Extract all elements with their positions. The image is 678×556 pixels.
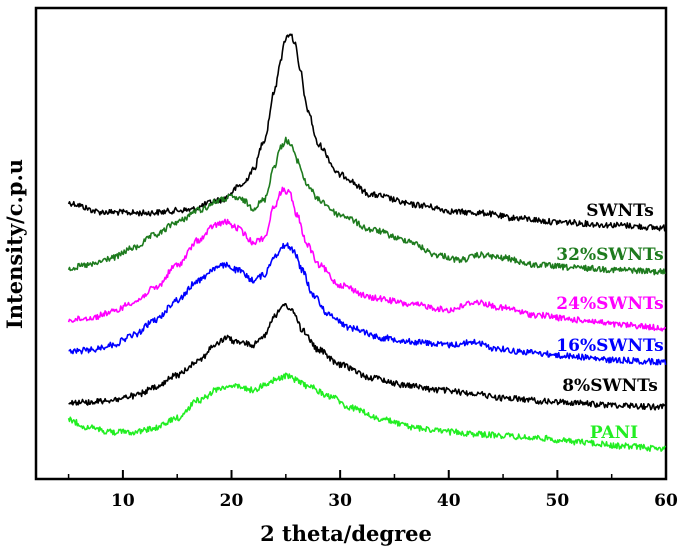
x-tick-label: 10 — [111, 491, 135, 511]
series-label: 24%SWNTs — [556, 294, 663, 314]
x-axis-tick-labels: 10 20 30 40 50 60 — [111, 491, 678, 511]
series-label: 32%SWNTs — [556, 245, 663, 265]
series-line-24pct-swnts — [67, 186, 667, 332]
series-label: 8%SWNTs — [562, 376, 658, 396]
x-tick-label: 60 — [654, 491, 678, 511]
series-line-16pct-swnts — [68, 242, 667, 366]
plot-frame — [34, 6, 668, 481]
x-tick-label: 20 — [220, 491, 244, 511]
series-line-pani — [67, 372, 666, 452]
x-tick-label: 30 — [328, 491, 352, 511]
series-labels: SWNTs 32%SWNTs 24%SWNTs 16%SWNTs 8%SWNTs PANI — [556, 201, 663, 443]
series-layer — [67, 33, 667, 452]
x-axis-ticks — [67, 470, 667, 479]
x-axis-title: 2 theta/degree — [260, 521, 432, 546]
series-label: PANI — [590, 423, 638, 443]
series-label: SWNTs — [586, 201, 654, 221]
x-tick-label: 50 — [546, 491, 570, 511]
series-line-8pct-swnts — [68, 303, 667, 411]
series-label: 16%SWNTs — [556, 336, 663, 356]
series-line-swnts — [67, 33, 667, 232]
x-tick-label: 40 — [437, 491, 461, 511]
y-axis-title: Intensity/c.p.u — [2, 159, 27, 329]
series-line-32pct-swnts — [67, 136, 666, 276]
